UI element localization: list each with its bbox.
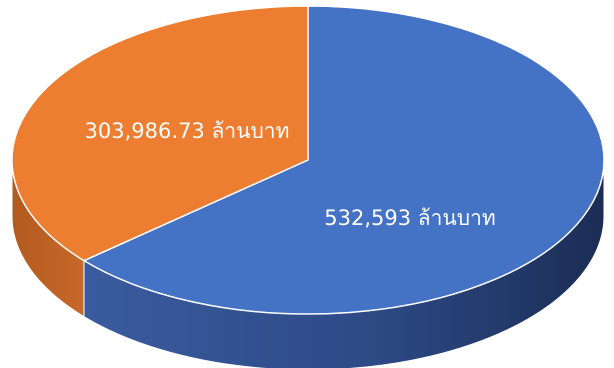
pie-slice-2 <box>11 5 309 262</box>
pie-slice-1 <box>83 5 605 315</box>
slice-label-1: 532,593 ล้านบาท <box>324 206 496 230</box>
pie-tops <box>11 5 605 315</box>
slice-label-2: 303,986.73 ล้านบาท <box>85 119 290 143</box>
pie-labels: 532,593 ล้านบาท 303,986.73 ล้านบาท <box>85 119 496 230</box>
